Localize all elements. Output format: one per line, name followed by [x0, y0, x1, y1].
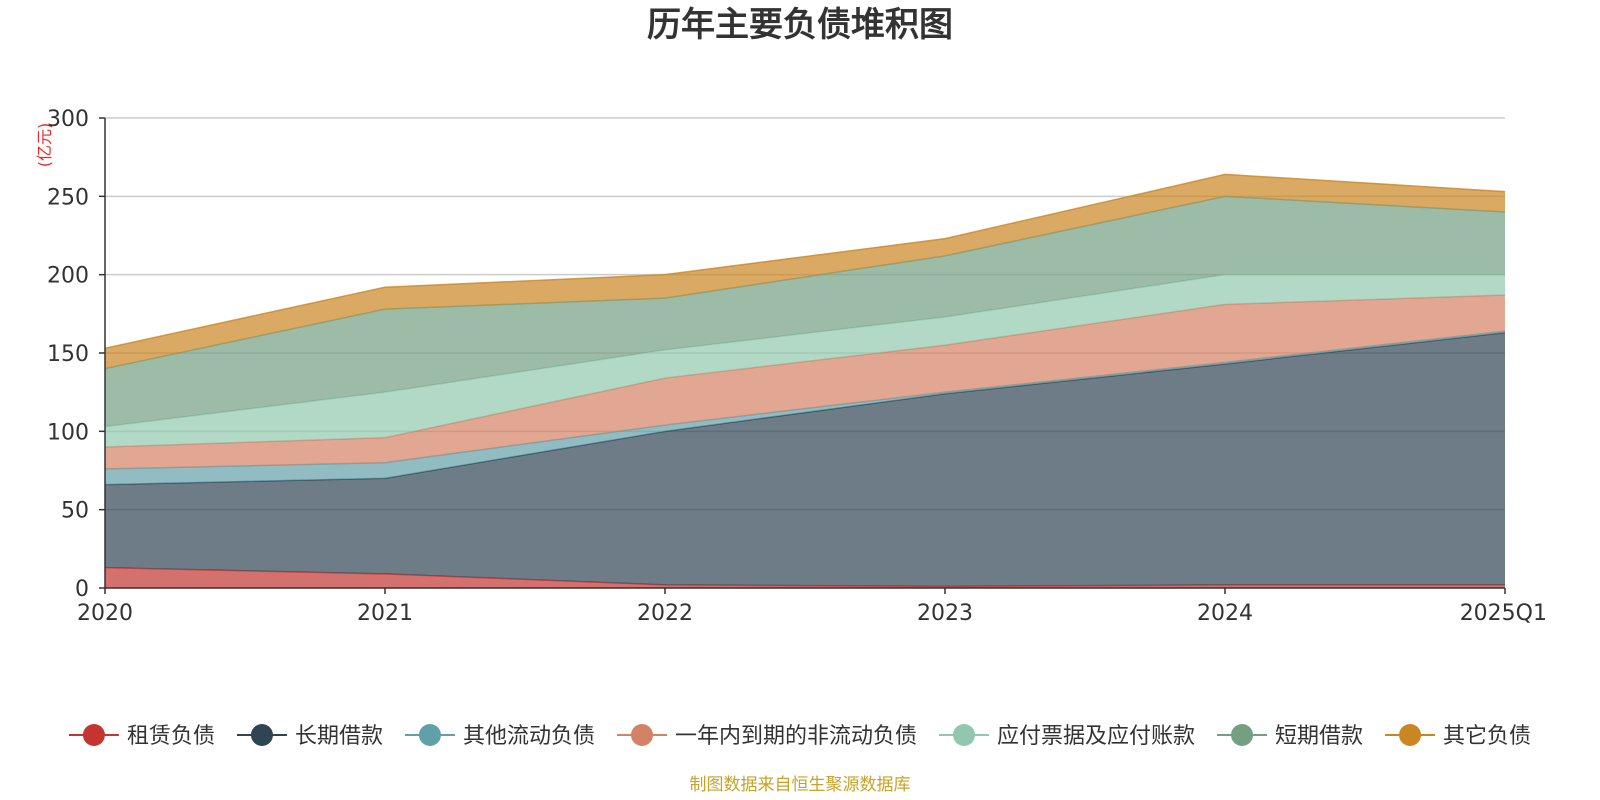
x-axis-ticks: 2020 2021 2022 2023 2024 2025Q1 — [77, 588, 1547, 626]
legend-label: 其他流动负债 — [463, 724, 595, 749]
x-tick-label: 2021 — [357, 601, 413, 626]
x-tick-label: 2022 — [637, 601, 693, 626]
legend-item-2[interactable]: 其他流动负债 — [404, 724, 595, 749]
area-series-5 — [105, 196, 1505, 427]
legend: 租赁负债 长期借款 其他流动负债 一年内到期的非流动负债 应付票据及应付账款 短期借款 其它… — [68, 724, 1531, 749]
y-tick-label: 300 — [47, 107, 89, 132]
legend-marker — [953, 724, 976, 746]
legend-marker — [250, 724, 273, 746]
legend-marker — [1399, 724, 1422, 746]
x-tick-label: 2020 — [77, 601, 133, 626]
x-tick-label: 2024 — [1197, 601, 1253, 626]
legend-item-4[interactable]: 应付票据及应付账款 — [939, 724, 1195, 749]
area-series-0 — [105, 567, 1505, 588]
legend-marker — [1231, 724, 1254, 746]
legend-marker — [418, 724, 441, 746]
legend-label: 其它负债 — [1443, 724, 1531, 749]
legend-item-3[interactable]: 一年内到期的非流动负债 — [616, 724, 917, 749]
y-axis-unit: (亿元) — [35, 123, 54, 168]
x-tick-label: 2025Q1 — [1460, 601, 1547, 626]
axes — [99, 117, 1505, 589]
area-series-line-2 — [104, 330, 1506, 470]
legend-label: 长期借款 — [295, 724, 383, 749]
y-tick-label: 100 — [47, 420, 89, 445]
area-series-3 — [105, 295, 1505, 469]
area-series-line-4 — [104, 273, 1505, 428]
area-series-6 — [105, 174, 1505, 369]
source-note: 制图数据来自恒生聚源数据库 — [690, 775, 911, 795]
y-tick-label: 0 — [75, 577, 89, 602]
legend-label: 短期借款 — [1275, 724, 1363, 749]
legend-label: 一年内到期的非流动负债 — [675, 724, 917, 749]
y-tick-label: 150 — [47, 342, 89, 367]
legend-item-1[interactable]: 长期借款 — [236, 724, 383, 749]
legend-label: 应付票据及应付账款 — [997, 724, 1195, 749]
chart-title: 历年主要负债堆积图 — [647, 5, 953, 45]
legend-item-0[interactable]: 租赁负债 — [68, 724, 215, 749]
legend-item-6[interactable]: 其它负债 — [1385, 724, 1531, 749]
y-tick-label: 250 — [47, 185, 89, 210]
legend-marker — [82, 724, 105, 746]
legend-item-5[interactable]: 短期借款 — [1217, 724, 1363, 749]
x-tick-label: 2023 — [917, 601, 973, 626]
y-axis-ticks: 0 50 100 150 200 250 300 — [47, 107, 89, 602]
legend-marker — [630, 724, 653, 746]
y-tick-label: 50 — [61, 499, 89, 524]
area-series — [104, 173, 1506, 588]
area-series-2 — [105, 331, 1505, 485]
y-tick-label: 200 — [47, 264, 89, 289]
area-series-line-6 — [104, 173, 1506, 350]
legend-label: 租赁负债 — [127, 724, 215, 749]
area-series-1 — [105, 332, 1505, 587]
area-series-4 — [105, 274, 1505, 447]
